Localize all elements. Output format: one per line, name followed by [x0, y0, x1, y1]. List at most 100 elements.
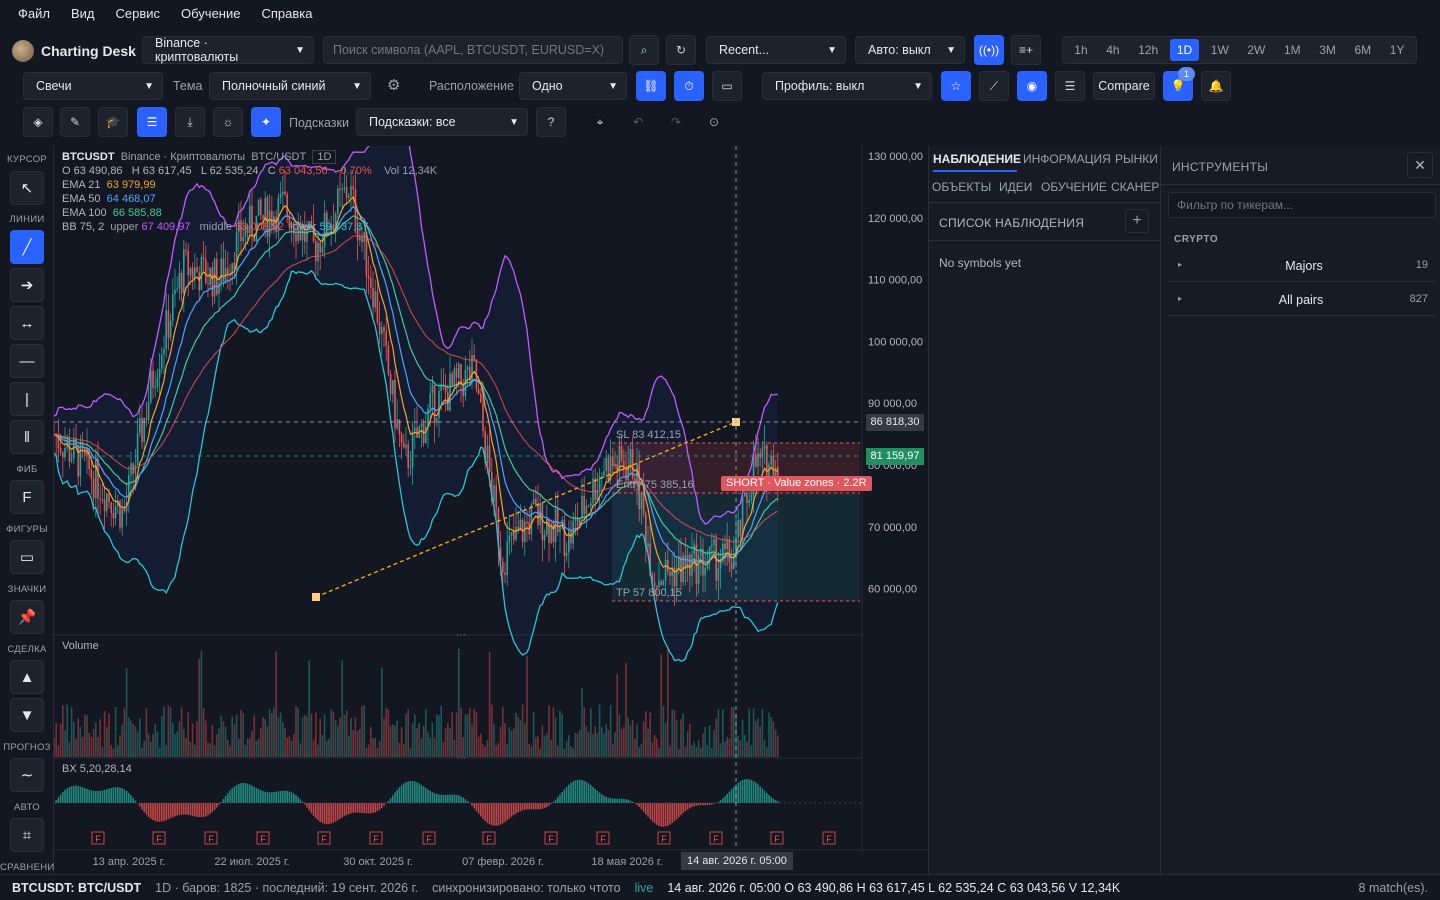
tab-markets[interactable]: РЫНКИ: [1115, 152, 1158, 166]
add-list-button[interactable]: ≡+: [1011, 35, 1041, 65]
list-item[interactable]: ▸ Majors 19: [1168, 250, 1436, 282]
candle-body: [706, 562, 709, 569]
exchange-select[interactable]: Binance · криптовалюты ▼: [142, 36, 314, 64]
redo-button[interactable]: ↷: [661, 107, 691, 137]
ray-tool[interactable]: ➔: [10, 268, 44, 302]
menu-file[interactable]: Файл: [18, 5, 50, 21]
volume-bar: [117, 745, 119, 757]
tf-1y[interactable]: 1Y: [1389, 43, 1405, 57]
help-button[interactable]: ?: [536, 107, 566, 137]
recent-select[interactable]: Recent... ▼: [706, 36, 846, 64]
hints-select[interactable]: Подсказки: все ▼: [356, 108, 528, 136]
horizontal-line-tool[interactable]: —: [10, 344, 44, 378]
link-button[interactable]: ⛓: [636, 71, 666, 101]
menu-view[interactable]: Вид: [70, 5, 95, 21]
menu-learning[interactable]: Обучение: [181, 5, 241, 21]
alert-button[interactable]: 🔔: [1201, 71, 1231, 101]
ticker-filter-input[interactable]: [1168, 192, 1436, 218]
magic-button[interactable]: ✦: [251, 107, 281, 137]
parallel-channel-tool[interactable]: ‖: [10, 420, 44, 454]
oscillator-bar: [191, 803, 194, 816]
list-item[interactable]: ▸ All pairs 827: [1168, 284, 1436, 316]
tf-1m[interactable]: 1M: [1283, 43, 1301, 57]
extended-line-tool[interactable]: ↔: [10, 306, 44, 340]
download-button[interactable]: ⤓: [175, 107, 205, 137]
cursor-tool[interactable]: ↖: [10, 171, 44, 205]
tf-6m[interactable]: 6M: [1354, 43, 1372, 57]
chevron-down-icon: ▼: [509, 116, 519, 128]
candle-body: [242, 236, 244, 242]
chart-type-select[interactable]: Свечи ▼: [23, 72, 163, 100]
tab-objects[interactable]: ОБЪЕКТЫ: [932, 180, 992, 194]
theme-select[interactable]: Полночный синий ▼: [209, 72, 371, 100]
visibility-button[interactable]: ◉: [1017, 71, 1047, 101]
tf-3m[interactable]: 3M: [1319, 43, 1336, 57]
list-button[interactable]: ☰: [137, 107, 167, 137]
layout-select[interactable]: Одно ▼: [519, 72, 627, 100]
fib-tool[interactable]: F: [10, 480, 44, 514]
oscillator-bar: [389, 798, 392, 803]
status-symbol: BTCUSDT: BTC/USDT: [12, 880, 142, 895]
candle-body: [235, 232, 238, 270]
menu-service[interactable]: Сервис: [115, 5, 161, 21]
broadcast-button[interactable]: ((•)): [974, 35, 1004, 65]
short-position-tool[interactable]: ▼: [10, 698, 44, 732]
volume-bar: [196, 721, 198, 757]
tab-learning[interactable]: ОБУЧЕНИЕ: [1041, 180, 1107, 194]
timer-button[interactable]: ⏱: [674, 71, 704, 101]
tab-scanner[interactable]: СКАНЕР: [1111, 180, 1160, 194]
volume-bar: [464, 714, 467, 757]
vertical-line-tool[interactable]: |: [10, 382, 44, 416]
notes-button[interactable]: ☰: [1055, 71, 1085, 101]
volume-bar: [249, 738, 251, 757]
search-button[interactable]: ⌕: [629, 35, 659, 65]
undo-button[interactable]: ↶: [623, 107, 653, 137]
trendline-tool[interactable]: ╱: [10, 230, 44, 264]
oscillator-bar: [568, 784, 570, 803]
oscillator-bar: [671, 803, 673, 824]
forecast-tool[interactable]: ∼: [10, 758, 44, 792]
tf-4h[interactable]: 4h: [1106, 43, 1120, 57]
rectangle-tool[interactable]: ▭: [10, 540, 44, 574]
tab-ideas[interactable]: ИДЕИ: [999, 180, 1033, 194]
screen-button[interactable]: ▭: [712, 71, 742, 101]
volume-bar: [152, 734, 154, 757]
tf-1d[interactable]: 1D: [1169, 39, 1200, 61]
indicator-button[interactable]: ⟋: [979, 71, 1009, 101]
chart-canvas[interactable]: F F F F F F F F F F F F F F ⋯ ⋯ 130 000,00 120 000,00 11…: [54, 146, 928, 874]
event-marker: F: [95, 834, 101, 844]
tf-12h[interactable]: 12h: [1138, 43, 1159, 57]
learn-button[interactable]: 🎓: [98, 107, 128, 137]
sliders-icon[interactable]: ⚙: [387, 77, 401, 94]
volume-bar: [251, 731, 253, 757]
target-button[interactable]: ⌖: [585, 107, 615, 137]
tab-watchlist[interactable]: НАБЛЮДЕНИЕ: [933, 152, 1022, 166]
tab-info[interactable]: ИНФОРМАЦИЯ: [1023, 152, 1111, 166]
long-position-tool[interactable]: ▲: [10, 660, 44, 694]
tf-2w[interactable]: 2W: [1247, 43, 1266, 57]
close-panel-button[interactable]: ✕: [1407, 152, 1433, 178]
favorite-button[interactable]: ☆: [941, 71, 971, 101]
oscillator-bar: [750, 779, 753, 803]
oscillator-bar: [288, 791, 291, 803]
layers-button[interactable]: ◈: [23, 107, 53, 137]
tf-1w[interactable]: 1W: [1210, 43, 1229, 57]
oscillator-bar: [504, 803, 506, 822]
trade-label[interactable]: SHORT · Value zones · 2.2R: [721, 476, 872, 491]
refresh-button[interactable]: ↻: [666, 35, 696, 65]
compare-button[interactable]: Compare: [1093, 72, 1155, 100]
auto-tool[interactable]: ⌗: [10, 818, 44, 852]
pin-tool[interactable]: 📌: [10, 600, 44, 634]
tf-1h[interactable]: 1h: [1074, 43, 1088, 57]
chart-area[interactable]: F F F F F F F F F F F F F F ⋯ ⋯ 130 000,00 120 000,00 11…: [54, 146, 928, 874]
edit-button[interactable]: ✎: [60, 107, 90, 137]
auto-select[interactable]: Авто: выкл ▼: [855, 36, 965, 64]
add-symbol-button[interactable]: +: [1125, 209, 1149, 233]
record-button[interactable]: ⊙: [699, 107, 729, 137]
menu-help[interactable]: Справка: [261, 5, 313, 21]
profile-select[interactable]: Профиль: выкл ▼: [762, 72, 932, 100]
brightness-button[interactable]: ☼: [213, 107, 243, 137]
oscillator-bar: [502, 803, 504, 824]
symbol-search-input[interactable]: [323, 36, 623, 64]
oscillator-bar: [295, 795, 297, 803]
